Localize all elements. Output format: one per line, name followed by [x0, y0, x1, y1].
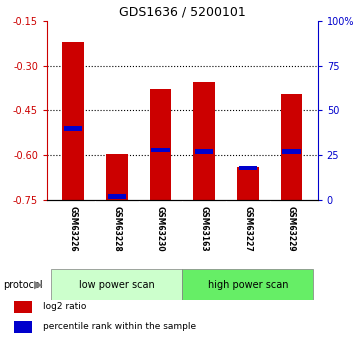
Bar: [195, 149, 213, 154]
Bar: [62, 42, 84, 200]
Text: percentile rank within the sample: percentile rank within the sample: [43, 322, 196, 331]
Bar: [108, 194, 126, 199]
Text: low power scan: low power scan: [79, 280, 155, 289]
Bar: [149, 89, 171, 200]
Text: protocol: protocol: [4, 280, 43, 289]
Bar: [151, 148, 170, 152]
Text: log2 ratio: log2 ratio: [43, 303, 87, 312]
Text: GSM63227: GSM63227: [243, 206, 252, 252]
Bar: [193, 82, 215, 200]
Text: GSM63163: GSM63163: [200, 206, 209, 251]
Bar: [14, 321, 32, 333]
Bar: [239, 166, 257, 170]
Bar: [282, 149, 301, 154]
Bar: [280, 94, 303, 200]
Bar: [14, 301, 32, 313]
Bar: [182, 269, 313, 300]
Text: high power scan: high power scan: [208, 280, 288, 289]
Bar: [51, 269, 182, 300]
Bar: [237, 167, 259, 200]
Bar: [106, 154, 128, 200]
Bar: [64, 126, 82, 131]
Text: GSM63228: GSM63228: [112, 206, 121, 252]
Text: GSM63230: GSM63230: [156, 206, 165, 251]
Text: ▶: ▶: [34, 280, 43, 289]
Title: GDS1636 / 5200101: GDS1636 / 5200101: [119, 5, 246, 18]
Text: GSM63229: GSM63229: [287, 206, 296, 251]
Text: GSM63226: GSM63226: [69, 206, 78, 251]
